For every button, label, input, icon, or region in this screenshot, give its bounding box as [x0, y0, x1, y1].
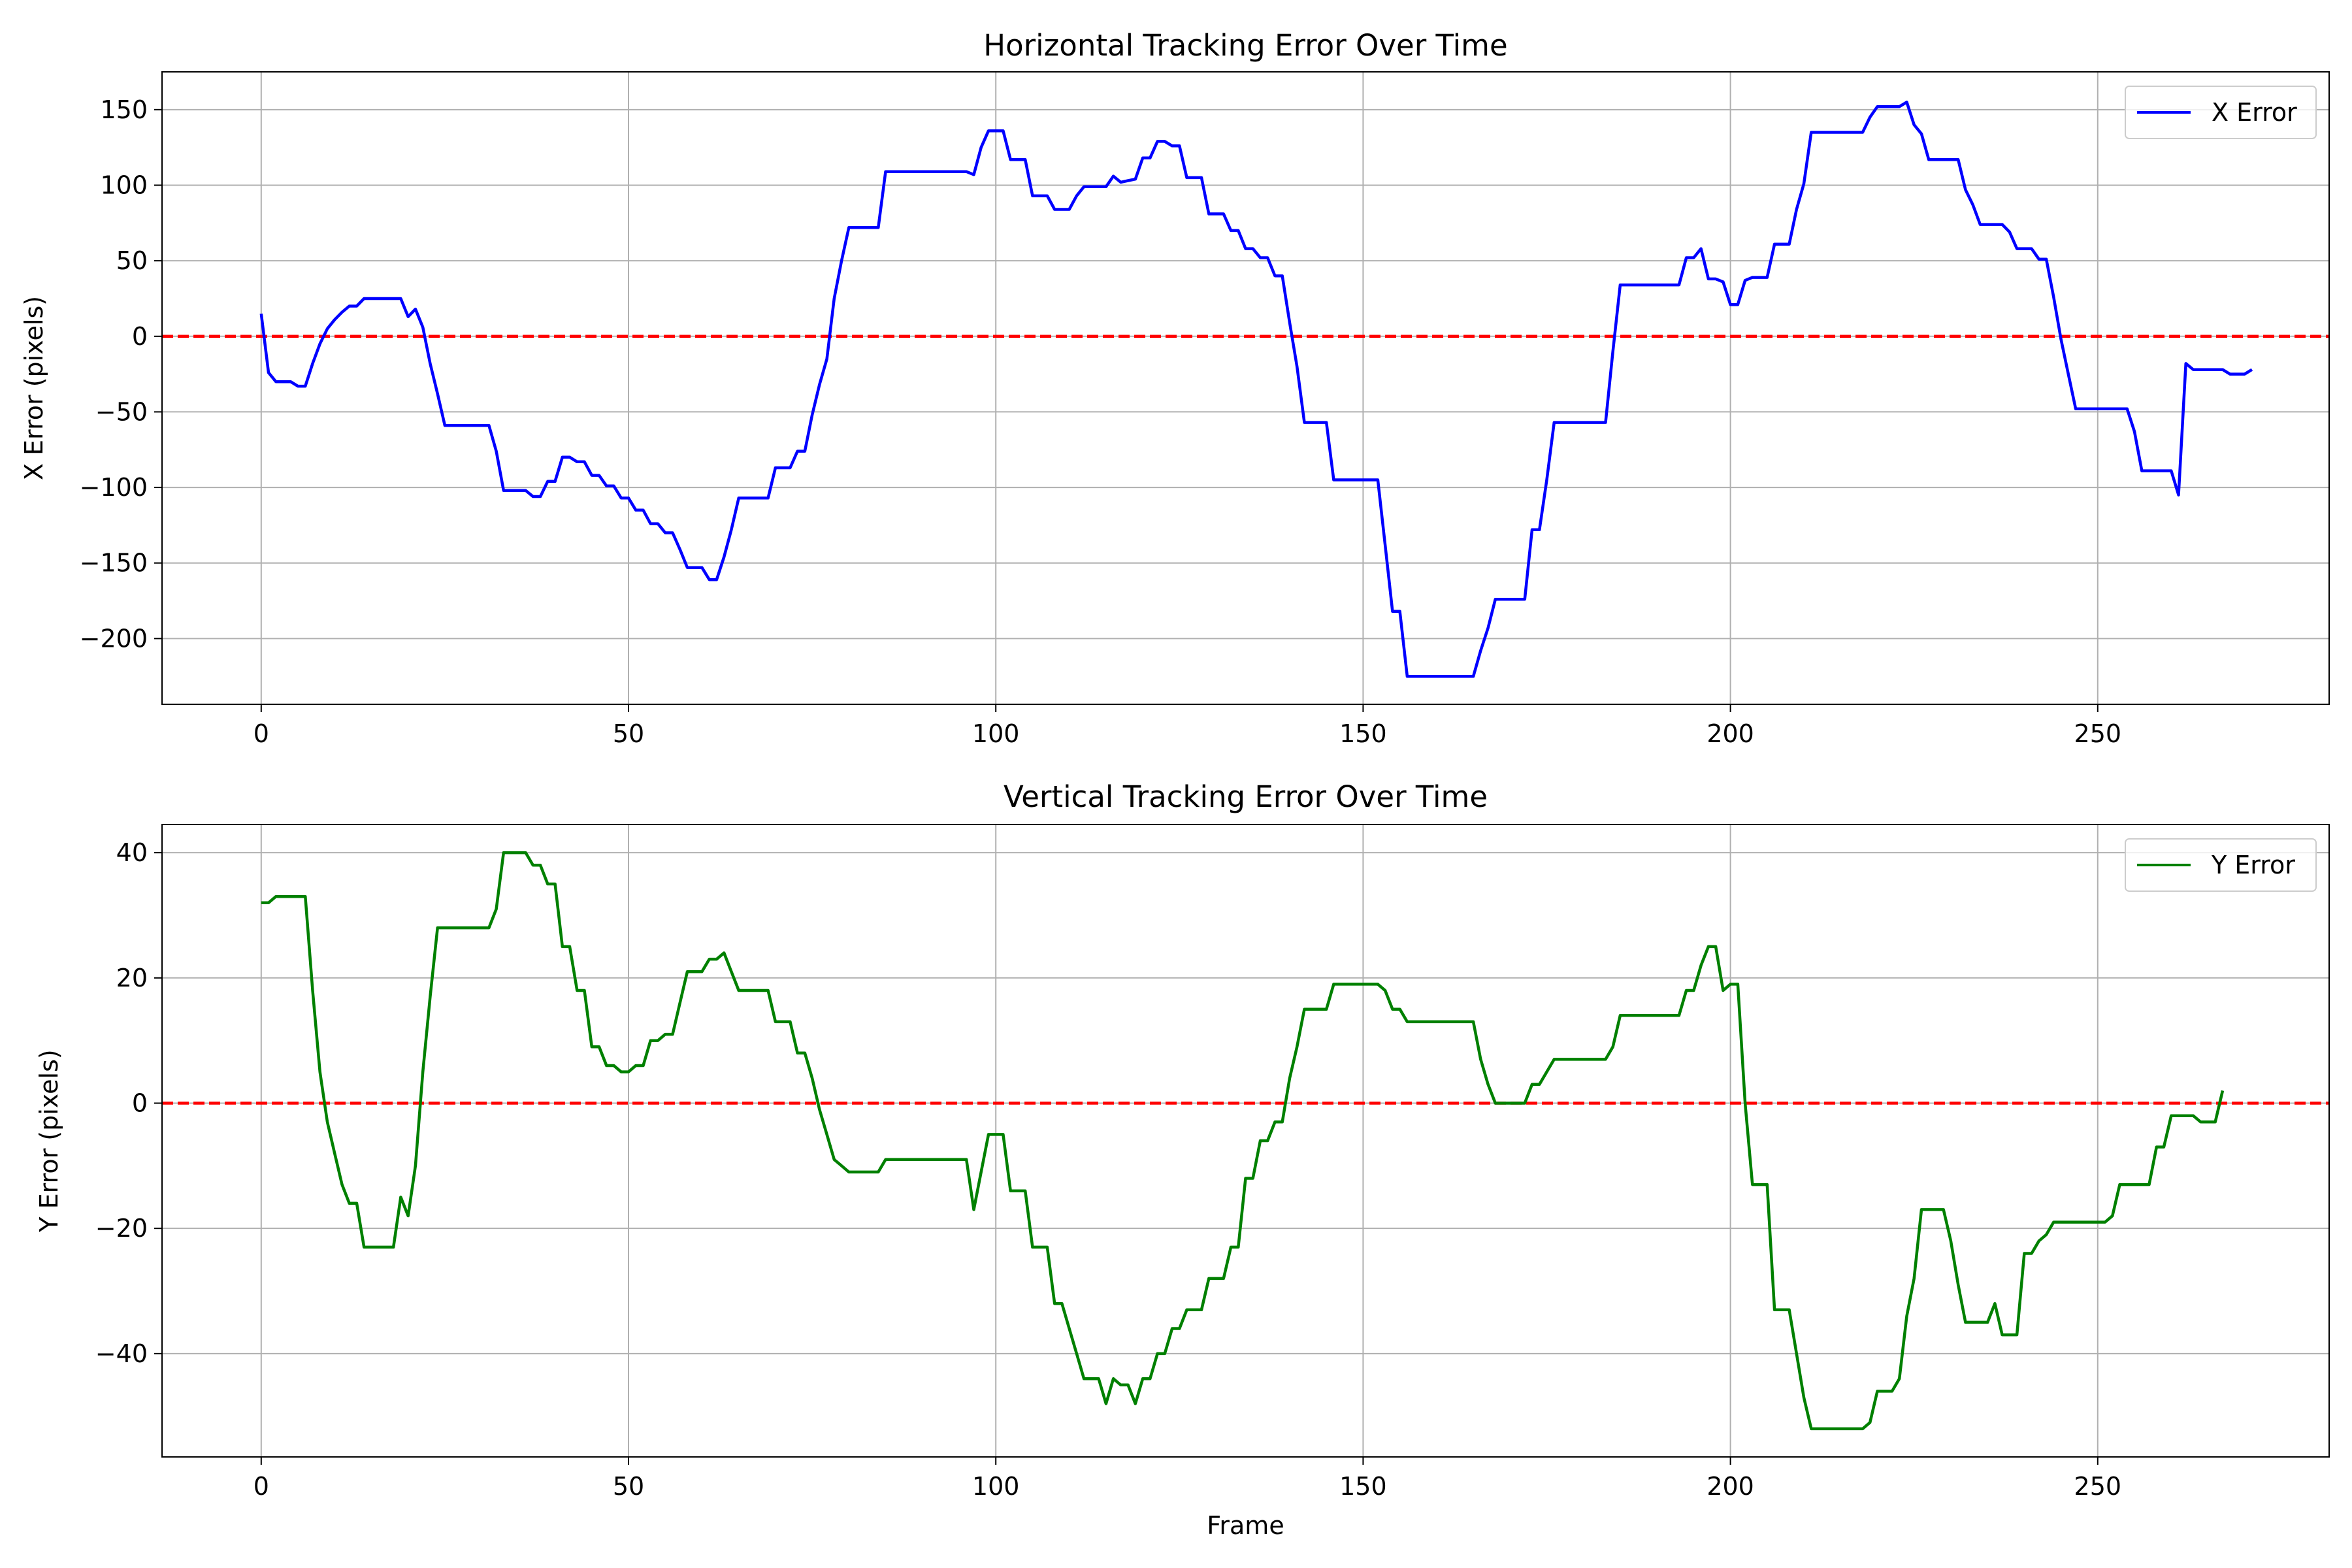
y-error-legend-label: Y Error — [2211, 851, 2295, 879]
x-error-x-tick-label-1: 50 — [613, 719, 644, 748]
x-error-x-tick-label-2: 100 — [972, 719, 1020, 748]
y-error-series-line-0 — [261, 851, 2225, 1431]
y-error-y-tick-label-4: −40 — [95, 1339, 148, 1368]
x-error-y-tick-label-3: 0 — [132, 322, 148, 351]
y-error-x-tick-label-5: 250 — [2074, 1472, 2122, 1501]
y-error-plot-frame — [161, 824, 2330, 1458]
x-error-ticks: 0 50 100 150 200 250 150 100 50 0 −50 −100 −150 −200 — [80, 95, 2121, 748]
x-error-y-tick-label-4: −50 — [95, 397, 148, 426]
y-error-chart-title: Vertical Tracking Error Over Time — [1004, 779, 1488, 814]
x-error-x-tick-label-5: 250 — [2074, 719, 2122, 748]
y-error-y-tick-label-0: 40 — [116, 838, 148, 867]
y-error-x-tick-label-0: 0 — [253, 1472, 269, 1501]
x-error-y-tick-label-1: 100 — [100, 171, 148, 199]
y-error-y-axis-label: Y Error (pixels) — [35, 1049, 63, 1232]
x-error-series-line-0 — [259, 101, 2253, 678]
y-error-y-tick-label-3: −20 — [95, 1214, 148, 1243]
x-error-x-tick-label-3: 150 — [1339, 719, 1387, 748]
y-error-y-tick-label-2: 0 — [132, 1088, 148, 1117]
x-error-y-tick-label-0: 150 — [100, 95, 148, 124]
x-error-x-tick-label-4: 200 — [1707, 719, 1754, 748]
y-error-x-tick-label-4: 200 — [1707, 1472, 1754, 1501]
y-error-x-tick-label-3: 150 — [1339, 1472, 1387, 1501]
x-error-plot-frame — [161, 71, 2330, 705]
x-error-y-tick-label-7: −200 — [80, 624, 148, 653]
x-error-chart: 0 50 100 150 200 250150100500−50−100−150−200 … — [20, 28, 2330, 748]
x-error-legend-box — [2125, 86, 2317, 139]
x-error-y-axis-label: X Error (pixels) — [20, 296, 48, 480]
y-error-x-tick-label-2: 100 — [972, 1472, 1020, 1501]
y-error-legend-box — [2125, 838, 2317, 892]
x-error-y-tick-label-5: −100 — [80, 473, 148, 502]
x-error-y-tick-label-6: −150 — [80, 549, 148, 578]
x-error-legend-label: X Error — [2212, 98, 2297, 127]
x-error-x-tick-label-0: 0 — [253, 719, 269, 748]
y-error-legend: Y Error — [2125, 838, 2317, 892]
y-error-x-axis-label: Frame — [1207, 1511, 1284, 1540]
y-error-series-layer — [261, 851, 2225, 1431]
x-error-series-layer — [259, 101, 2253, 678]
x-error-y-tick-label-2: 50 — [116, 246, 148, 275]
x-error-legend: X Error — [2125, 86, 2317, 139]
y-error-y-tick-label-1: 20 — [116, 964, 148, 992]
x-error-chart-title: Horizontal Tracking Error Over Time — [983, 28, 1507, 63]
y-error-x-tick-label-1: 50 — [613, 1472, 644, 1501]
